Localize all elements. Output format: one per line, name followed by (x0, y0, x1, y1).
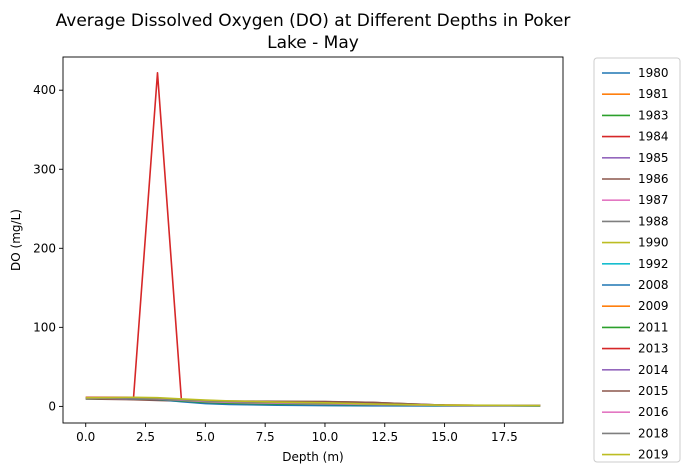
x-tick-label: 7.5 (256, 430, 275, 444)
y-tick-label: 100 (33, 320, 56, 334)
legend-label-2014: 2014 (638, 363, 669, 377)
y-tick-label: 300 (33, 162, 56, 176)
legend-label-2015: 2015 (638, 384, 669, 398)
x-tick-label: 2.5 (136, 430, 155, 444)
y-axis-label: DO (mg/L) (9, 209, 23, 271)
chart-title-line-2: Lake - May (267, 33, 359, 53)
y-tick-label: 400 (33, 83, 56, 97)
x-tick-label: 12.5 (371, 430, 398, 444)
legend-label-2013: 2013 (638, 342, 669, 356)
legend-label-2018: 2018 (638, 426, 669, 440)
legend-label-2009: 2009 (638, 299, 669, 313)
x-axis-label: Depth (m) (282, 450, 343, 464)
legend-label-2011: 2011 (638, 320, 669, 334)
plot-lines (85, 72, 541, 407)
legend-label-1980: 1980 (638, 66, 669, 80)
x-tick-label: 0.0 (76, 430, 95, 444)
x-tick-label: 17.5 (491, 430, 518, 444)
chart-title-line-1: Average Dissolved Oxygen (DO) at Differe… (56, 11, 571, 31)
plot-area-frame (62, 56, 564, 424)
legend-box (593, 57, 681, 463)
legend-label-1987: 1987 (638, 193, 669, 207)
x-axis-ticks: 0.0 2.5 5.0 7.5 10.0 12.5 15.0 17.5 (76, 423, 518, 444)
legend-label-2019: 2019 (638, 448, 669, 462)
x-tick-label: 5.0 (196, 430, 215, 444)
legend-label-2008: 2008 (638, 278, 669, 292)
legend-label-1981: 1981 (638, 87, 669, 101)
legend-items: 1980 1981 1983 1984 1985 1986 1987 1988 1990 1992… (602, 66, 669, 462)
legend-label-1986: 1986 (638, 172, 669, 186)
legend-label-1988: 1988 (638, 214, 669, 228)
legend-label-1992: 1992 (638, 257, 669, 271)
legend-label-1983: 1983 (638, 108, 669, 122)
legend: 1980 1981 1983 1984 1985 1986 1987 1988 1990 1992… (593, 57, 681, 463)
legend-label-1985: 1985 (638, 151, 669, 165)
legend-label-2016: 2016 (638, 405, 669, 419)
legend-label-1990: 1990 (638, 236, 669, 250)
x-tick-label: 10.0 (312, 430, 339, 444)
x-tick-label: 15.0 (431, 430, 458, 444)
y-tick-label: 200 (33, 241, 56, 255)
legend-label-1984: 1984 (638, 130, 669, 144)
y-tick-label: 0 (48, 399, 56, 413)
y-axis-ticks: 0 100 200 300 400 (33, 83, 63, 413)
series-line-2019 (85, 396, 541, 407)
